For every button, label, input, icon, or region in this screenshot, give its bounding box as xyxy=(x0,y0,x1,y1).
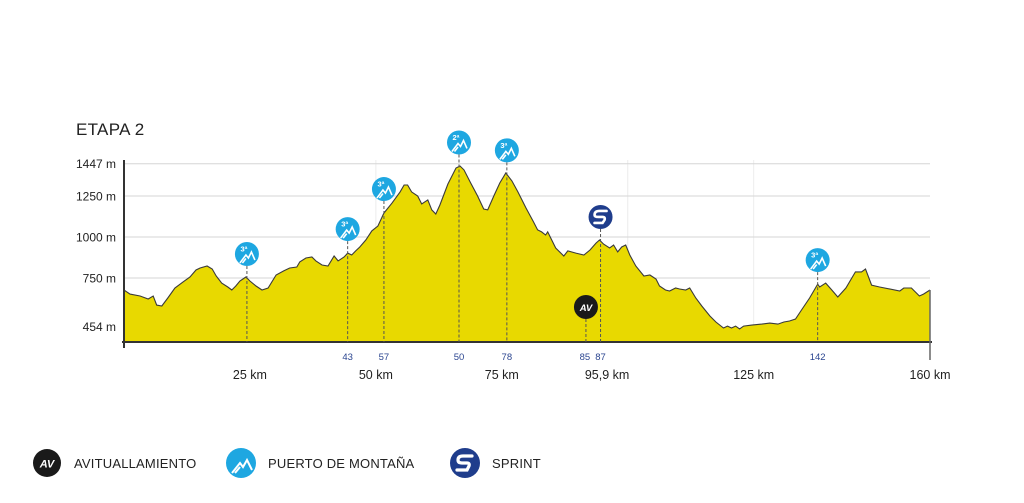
y-tick-label: 1250 m xyxy=(76,190,116,204)
climb-category-label: 3ª xyxy=(500,141,507,150)
y-tick-label: 1000 m xyxy=(76,231,116,245)
mountain-glyph xyxy=(241,258,247,264)
legend-item-sprint: SPRINT xyxy=(450,447,541,479)
elevation-area xyxy=(124,166,930,342)
legend-item-feed: AV AVITUALLAMIENTO xyxy=(32,447,196,479)
climb-category-label: 2ª xyxy=(453,133,460,142)
climb-category-label: 3ª xyxy=(240,245,247,254)
y-tick-label: 454 m xyxy=(83,320,116,334)
mountain-pass-icon xyxy=(371,177,396,202)
mountain-glyph xyxy=(340,225,357,239)
x-tick-label: 160 km xyxy=(910,368,951,382)
mountain-pass-icon xyxy=(226,448,256,478)
feed-station-icon xyxy=(573,295,598,319)
mountain-glyph xyxy=(499,146,516,160)
legend: AV AVITUALLAMIENTO PUERTO DE MONTAÑA SPR… xyxy=(0,447,1024,479)
legend-av-text: AV xyxy=(39,459,56,471)
y-tick-label: 750 m xyxy=(83,272,116,286)
mountain-pass-icon xyxy=(234,242,259,266)
climb-category-label: 3ª xyxy=(377,180,384,189)
mountain-glyph xyxy=(239,250,256,264)
marker-km-label: 43 xyxy=(342,352,353,363)
y-tick-label: 1447 m xyxy=(76,157,116,171)
feed-station-icon: AV xyxy=(33,449,61,477)
legend-label-climb: PUERTO DE MONTAÑA xyxy=(268,455,415,471)
mountain-glyph xyxy=(378,193,384,199)
sprint-icon xyxy=(450,448,480,478)
mountain-glyph xyxy=(453,146,459,152)
mountain-pass-icon xyxy=(446,130,471,155)
x-tick-label: 75 km xyxy=(485,368,519,382)
mountain-glyph xyxy=(376,185,393,199)
marker-km-label: 78 xyxy=(502,352,513,363)
chart-title: ETAPA 2 xyxy=(76,120,145,139)
x-tick-label: 50 km xyxy=(359,368,393,382)
feed-station-label: AV xyxy=(579,303,593,314)
mountain-glyph xyxy=(342,233,348,239)
mountain-glyph xyxy=(501,154,507,160)
marker-km-label: 50 xyxy=(454,352,465,363)
mountain-pass-icon xyxy=(494,138,519,163)
elevation-line xyxy=(123,165,931,330)
climb-category-label: 3ª xyxy=(811,251,818,260)
mountain-pass-icon xyxy=(335,217,360,242)
legend-item-climb: PUERTO DE MONTAÑA xyxy=(226,447,414,479)
marker-km-label: 87 xyxy=(595,352,606,363)
marker-km-label: 142 xyxy=(810,352,826,363)
x-tick-label: 25 km xyxy=(233,368,267,382)
x-tick-label: 125 km xyxy=(733,368,774,382)
legend-label-sprint: SPRINT xyxy=(492,455,541,471)
legend-label-feed: AVITUALLAMIENTO xyxy=(74,455,197,471)
marker-km-label: 85 xyxy=(580,352,591,363)
mountain-glyph xyxy=(451,138,468,152)
x-tick-label: 95,9 km xyxy=(585,368,629,382)
climb-category-label: 3ª xyxy=(341,220,348,229)
marker-km-label: 57 xyxy=(379,352,390,363)
mountain-glyph xyxy=(810,256,827,270)
mountain-pass-icon xyxy=(805,248,830,273)
mountain-glyph xyxy=(812,264,818,270)
sprint-glyph xyxy=(593,209,608,225)
